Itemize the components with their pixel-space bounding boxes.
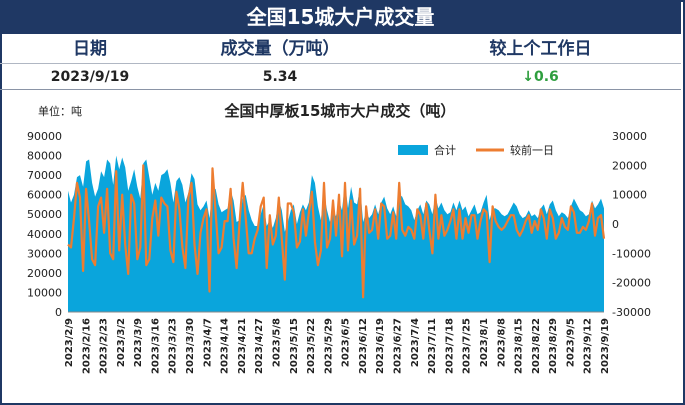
legend-swatch-total [398,145,428,155]
y-right-tick-label: -30000 [612,306,651,319]
x-tick-label: 2023/2/9 [64,318,75,367]
x-tick-label: 2023/2/16 [81,318,92,374]
x-tick-label: 2023/8/15 [514,318,525,374]
y-left-tick-label: 60000 [27,189,62,202]
x-tick-label: 2023/5/29 [323,318,334,374]
x-tick-label: 2023/7/11 [427,318,438,374]
y-left-tick-label: 70000 [27,169,62,182]
table-header-row: 日期 成交量（万吨） 较上个工作日 [0,34,681,64]
x-tick-label: 2023/4/21 [237,318,248,374]
y-left-tick-label: 10000 [27,286,62,299]
x-tick-label: 2023/3/2 [116,318,127,367]
cell-date: 2023/9/19 [50,69,130,85]
x-tick-label: 2023/8/29 [548,318,559,374]
col-header-volume: 成交量（万吨） [220,39,340,59]
x-tick-label: 2023/5/22 [306,318,317,374]
y-right-tick-label: 0 [612,218,619,231]
y-right-tick-label: 20000 [612,159,647,172]
x-tick-label: 2023/6/27 [393,318,404,374]
cell-volume: 5.34 [262,69,298,85]
x-tick-label: 2023/6/19 [375,318,386,374]
y-right-tick-label: 30000 [612,130,647,143]
x-tick-label: 2023/9/5 [565,318,576,367]
col-header-date: 日期 [73,39,107,59]
x-tick-label: 2023/3/16 [150,318,161,374]
down-arrow-icon: ↓ [522,69,534,85]
y-left-tick-label: 50000 [27,208,62,221]
x-tick-label: 2023/6/12 [358,318,369,374]
y-right-tick-label: 10000 [612,189,647,202]
y-left-tick-label: 90000 [27,130,62,143]
x-tick-label: 2023/4/7 [202,318,213,367]
cell-change: ↓0.6 [400,64,681,90]
y-left-tick-label: 40000 [27,228,62,241]
chart-title: 全国中厚板15城市大户成交（吨） [224,102,456,120]
series-change-line [67,164,606,299]
x-tick-label: 2023/5/8 [271,318,282,367]
y-right-tick-label: -20000 [612,277,651,290]
x-tick-label: 2023/4/27 [254,318,265,374]
x-tick-label: 2023/2/23 [99,318,110,374]
x-tick-label: 2023/8/8 [496,318,507,367]
x-tick-label: 2023/3/23 [168,318,179,374]
y-left-tick-label: 0 [55,306,62,319]
x-tick-label: 2023/7/25 [462,318,473,374]
legend: 合计 较前一日 [398,143,554,157]
x-tick-label: 2023/9/19 [600,318,611,374]
table-row: 2023/9/19 5.34 ↓0.6 [0,64,681,90]
x-tick-label: 2023/3/30 [185,318,196,374]
x-tick-label: 2023/9/12 [583,318,594,374]
y-left-tick-label: 80000 [27,150,62,163]
y-left-tick-label: 30000 [27,247,62,260]
x-tick-label: 2023/6/5 [341,318,352,367]
x-tick-label: 2023/8/22 [531,318,542,374]
unit-label: 单位：吨 [38,104,82,118]
x-tick-label: 2023/3/9 [133,318,144,367]
x-tick-label: 2023/5/15 [289,318,300,374]
x-tick-label: 2023/8/1 [479,318,490,367]
volume-chart: 单位：吨 全国中厚板15城市大户成交（吨） 合计 较前一日 0 10000 2000… [27,102,651,374]
legend-label-change: 较前一日 [510,143,554,157]
col-header-change: 较上个工作日 [489,39,592,59]
panel-title: 全国15城大户成交量 [0,0,681,34]
x-tick-label: 2023/4/14 [220,318,231,374]
x-tick-label: 2023/7/18 [444,318,455,374]
x-tick-label: 2023/7/4 [410,318,421,367]
change-value: 0.6 [533,69,559,85]
legend-label-total: 合计 [434,143,456,157]
y-right-tick-label: -10000 [612,247,651,260]
y-left-tick-label: 20000 [27,267,62,280]
